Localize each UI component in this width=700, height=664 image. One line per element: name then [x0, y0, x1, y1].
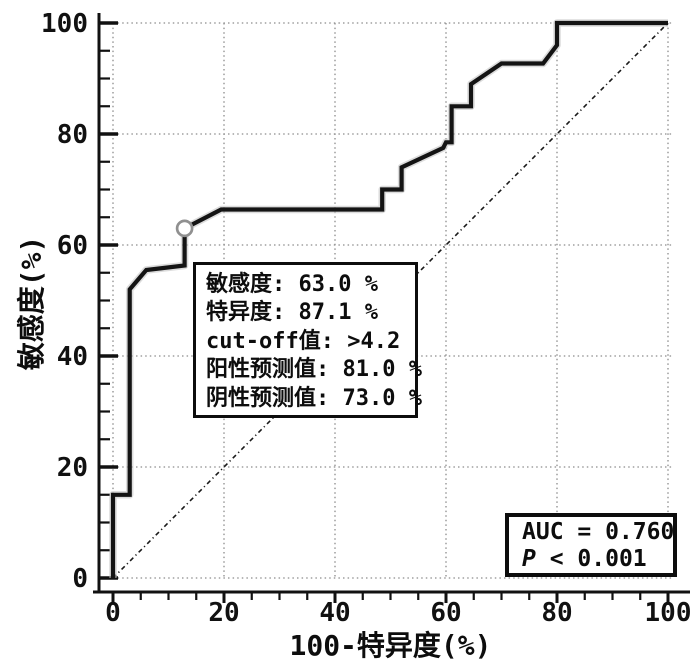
y-tick-label: 20 [57, 453, 88, 483]
y-tick-label: 60 [57, 231, 88, 261]
tick-marks [99, 21, 670, 603]
reference-diagonal [112, 22, 669, 579]
x-tick-label: 0 [105, 598, 121, 628]
cutoff-point-marker [175, 219, 194, 238]
y-tick-label: 80 [57, 120, 88, 150]
x-tick-label: 80 [541, 598, 572, 628]
y-tick-label: 100 [41, 9, 88, 39]
annotation-line-cutoff: cut-off值: >4.2 [206, 328, 401, 354]
x-tick-label: 20 [208, 598, 239, 628]
x-tick-label: 60 [430, 598, 461, 628]
tick-labels: 0 20 40 60 80 100 0 20 40 60 80 100 [41, 9, 691, 628]
roc-curve-path [110, 20, 668, 578]
auc-value-line: AUC = 0.760 [522, 519, 675, 545]
p-symbol: P [522, 546, 536, 572]
annotation-line-specificity: 特异度: 87.1 % [206, 300, 378, 326]
annotation-line-ppv: 阳性预测值: 81.0 % [206, 357, 422, 383]
auc-stats-box: AUC = 0.760 P < 0.001 [505, 513, 677, 577]
annotation-line-npv: 阴性预测值: 73.0 % [206, 385, 422, 411]
y-axis-title: 敏感度(%) [15, 235, 48, 371]
y-tick-label: 0 [72, 564, 88, 594]
cutoff-annotation-box: 敏感度: 63.0 % 特异度: 87.1 % cut-off值: >4.2 阳… [193, 262, 422, 418]
p-value-text: < 0.001 [535, 546, 647, 572]
y-tick-label: 40 [57, 342, 88, 372]
x-tick-label: 100 [645, 598, 692, 628]
x-axis-title: 100-特异度(%) [289, 629, 492, 662]
x-tick-label: 40 [319, 598, 350, 628]
annotation-line-sensitivity: 敏感度: 63.0 % [206, 272, 378, 297]
p-value-line: P < 0.001 [522, 546, 673, 573]
